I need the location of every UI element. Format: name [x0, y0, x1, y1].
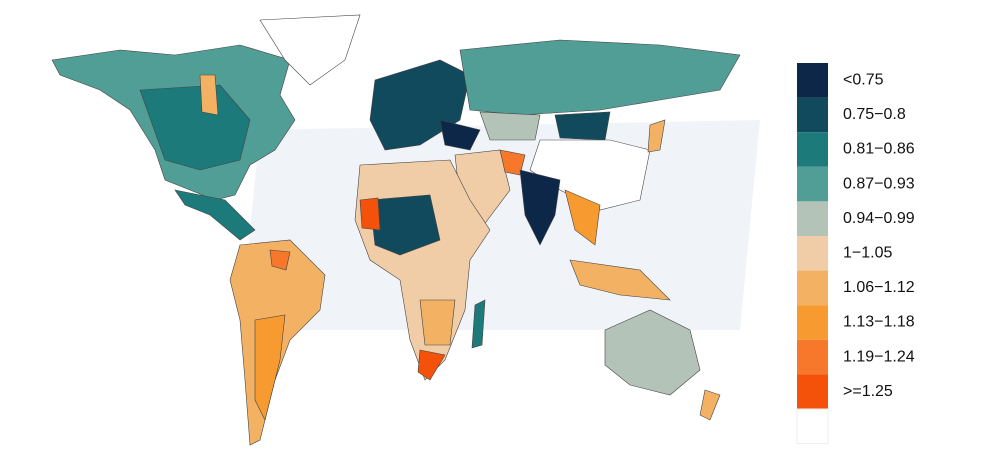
greenland — [259, 14, 361, 86]
legend-label: <0.75 — [843, 72, 884, 89]
legend-swatch — [797, 305, 828, 340]
legend-label: 1.06−1.12 — [843, 279, 915, 296]
legend-swatch — [797, 201, 828, 236]
australia — [604, 309, 701, 396]
united-states — [139, 84, 251, 171]
central-america — [174, 189, 256, 241]
afghanistan — [499, 149, 526, 176]
legend: <0.75 0.75−0.8 0.81−0.86 0.87−0.93 0.94−0.99… — [796, 63, 915, 445]
legend-label: 1−1.05 — [843, 245, 892, 262]
legend-swatch — [797, 339, 828, 375]
southeast-asia — [564, 189, 601, 246]
south-africa — [417, 349, 446, 381]
indonesia — [569, 259, 671, 301]
madagascar — [471, 299, 486, 349]
world-map — [51, 14, 741, 446]
mongolia — [554, 111, 611, 141]
india — [519, 169, 561, 246]
legend-label: >=1.25 — [843, 383, 893, 400]
turkey — [439, 119, 481, 151]
argentina — [254, 314, 286, 421]
china — [529, 139, 651, 211]
legend-swatch — [797, 166, 828, 202]
russia — [459, 39, 741, 116]
central-asia — [479, 111, 541, 141]
venezuela — [269, 249, 291, 271]
canada-region — [199, 74, 219, 116]
southern-africa — [419, 299, 456, 346]
legend-swatch — [797, 63, 828, 98]
mauritania — [359, 197, 381, 231]
legend-swatch — [797, 236, 828, 271]
legend-label: 1.19−1.24 — [843, 348, 915, 365]
legend-swatch — [797, 374, 828, 409]
legend-swatch — [796, 408, 829, 445]
legend-label: 1.13−1.18 — [843, 314, 915, 331]
legend-label: 0.87−0.93 — [843, 175, 915, 192]
legend-swatch — [797, 97, 828, 133]
legend-swatch — [797, 132, 828, 167]
west-africa — [369, 194, 441, 256]
legend-swatch — [797, 270, 828, 306]
legend-label: 0.75−0.8 — [843, 106, 906, 123]
legend-label: 0.94−0.99 — [843, 210, 915, 227]
new-zealand — [699, 389, 721, 421]
japan — [647, 119, 666, 153]
legend-label: 0.81−0.86 — [843, 141, 915, 158]
